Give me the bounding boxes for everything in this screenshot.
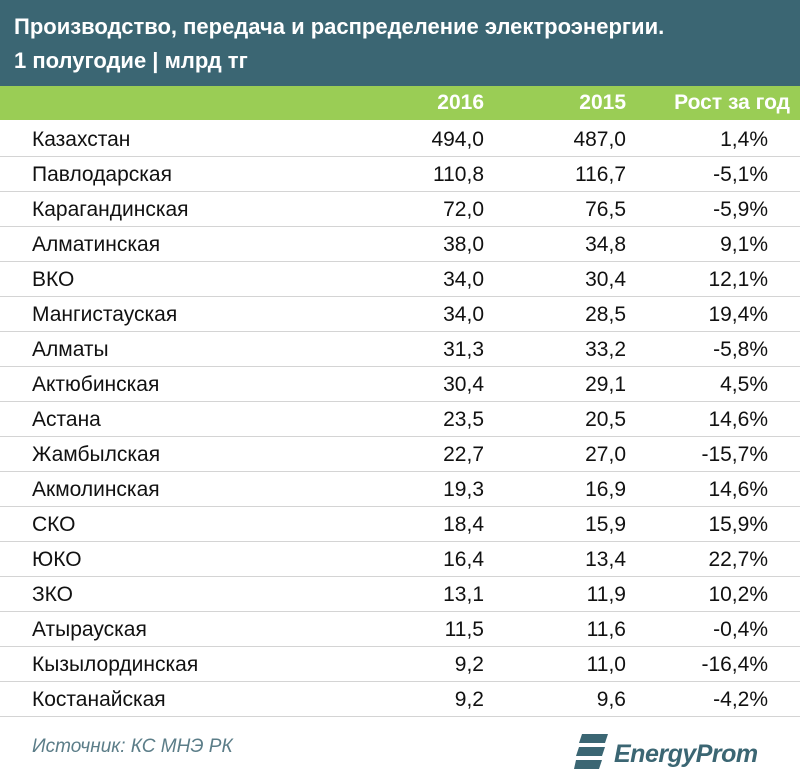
table-row: СКО 18,4 15,9 15,9% bbox=[0, 507, 800, 542]
value-2016: 23,5 bbox=[443, 408, 484, 431]
value-2016: 19,3 bbox=[443, 478, 484, 501]
region-name: Павлодарская bbox=[32, 163, 172, 186]
table-row: ВКО 34,0 30,4 12,1% bbox=[0, 262, 800, 297]
source-note: Источник: КС МНЭ РК bbox=[32, 736, 233, 757]
value-2016: 72,0 bbox=[443, 198, 484, 221]
region-name: Казахстан bbox=[32, 128, 131, 151]
region-name: Жамбылская bbox=[32, 443, 161, 466]
region-name: СКО bbox=[32, 513, 76, 536]
region-name: ВКО bbox=[32, 268, 75, 291]
value-2015: 11,0 bbox=[586, 653, 626, 676]
table-row: Жамбылская 22,7 27,0 -15,7% bbox=[0, 437, 800, 472]
value-2016: 18,4 bbox=[443, 513, 484, 536]
footer: Источник: КС МНЭ РК EnergyProm bbox=[0, 722, 800, 780]
region-name: Атырауская bbox=[32, 618, 147, 641]
column-header-2015: 2015 bbox=[579, 91, 626, 114]
growth-value: 14,6% bbox=[708, 408, 768, 431]
value-2016: 9,2 bbox=[454, 688, 484, 711]
region-name: Кызылординская bbox=[32, 653, 199, 676]
region-name: Акмолинская bbox=[32, 478, 160, 501]
value-2016: 31,3 bbox=[443, 338, 484, 361]
region-name: Костанайская bbox=[32, 688, 166, 711]
value-2016: 30,4 bbox=[443, 373, 484, 396]
value-2015: 20,5 bbox=[585, 408, 626, 431]
column-header-2016: 2016 bbox=[437, 91, 484, 114]
value-2015: 33,2 bbox=[585, 338, 626, 361]
growth-value: -5,1% bbox=[713, 163, 768, 186]
table-row: Костанайская 9,2 9,6 -4,2% bbox=[0, 682, 800, 717]
value-2015: 9,6 bbox=[596, 688, 626, 711]
region-name: Алматы bbox=[32, 338, 109, 361]
growth-value: -0,4% bbox=[713, 618, 768, 641]
growth-value: 9,1% bbox=[720, 233, 768, 256]
table-row: Астана 23,5 20,5 14,6% bbox=[0, 402, 800, 437]
region-name: Мангистауская bbox=[32, 303, 178, 326]
logo-mark-icon bbox=[574, 734, 608, 769]
growth-value: 4,5% bbox=[720, 373, 768, 396]
value-2015: 27,0 bbox=[585, 443, 626, 466]
growth-value: 1,4% bbox=[720, 128, 768, 151]
value-2016: 34,0 bbox=[443, 303, 484, 326]
growth-value: 14,6% bbox=[708, 478, 768, 501]
value-2015: 29,1 bbox=[585, 373, 626, 396]
value-2016: 13,1 bbox=[443, 583, 484, 606]
growth-value: 10,2% bbox=[708, 583, 768, 606]
growth-value: -4,2% bbox=[713, 688, 768, 711]
region-name: ЗКО bbox=[32, 583, 74, 606]
value-2016: 494,0 bbox=[431, 128, 484, 151]
chart-subtitle: 1 полугодие | млрд тг bbox=[14, 48, 248, 73]
growth-value: -15,7% bbox=[701, 443, 768, 466]
table-row: ЮКО 16,4 13,4 22,7% bbox=[0, 542, 800, 577]
table-row: Казахстан 494,0 487,0 1,4% bbox=[0, 122, 800, 157]
table-row: Алматы 31,3 33,2 -5,8% bbox=[0, 332, 800, 367]
value-2016: 22,7 bbox=[443, 443, 484, 466]
growth-value: -16,4% bbox=[701, 653, 768, 676]
table-row: Павлодарская 110,8 116,7 -5,1% bbox=[0, 157, 800, 192]
table-row: Акмолинская 19,3 16,9 14,6% bbox=[0, 472, 800, 507]
value-2015: 30,4 bbox=[585, 268, 626, 291]
value-2016: 11,5 bbox=[444, 618, 484, 641]
value-2016: 16,4 bbox=[443, 548, 484, 571]
growth-value: 15,9% bbox=[708, 513, 768, 536]
growth-value: -5,8% bbox=[713, 338, 768, 361]
region-name: Астана bbox=[32, 408, 101, 431]
logo-text: EnergyProm bbox=[614, 740, 758, 768]
growth-value: 19,4% bbox=[708, 303, 768, 326]
table-row: Мангистауская 34,0 28,5 19,4% bbox=[0, 297, 800, 332]
value-2015: 15,9 bbox=[585, 513, 626, 536]
region-name: Актюбинская bbox=[32, 373, 160, 396]
value-2015: 76,5 bbox=[585, 198, 626, 221]
table-body: Казахстан 494,0 487,0 1,4% Павлодарская 110,8… bbox=[0, 122, 800, 717]
table-row: Атырауская 11,5 11,6 -0,4% bbox=[0, 612, 800, 647]
value-2015: 11,9 bbox=[586, 583, 626, 606]
value-2015: 16,9 bbox=[585, 478, 626, 501]
value-2015: 116,7 bbox=[575, 163, 626, 186]
chart-title: Производство, передача и распределение э… bbox=[14, 14, 665, 39]
column-header-row: 2016 2015 Рост за год bbox=[0, 86, 800, 120]
growth-value: -5,9% bbox=[713, 198, 768, 221]
value-2015: 11,6 bbox=[586, 618, 626, 641]
energyprom-logo: EnergyProm bbox=[574, 730, 774, 776]
region-name: Карагандинская bbox=[32, 198, 189, 221]
value-2015: 13,4 bbox=[585, 548, 626, 571]
table-row: Алматинская 38,0 34,8 9,1% bbox=[0, 227, 800, 262]
chart-header: Производство, передача и распределение э… bbox=[0, 0, 800, 86]
value-2016: 9,2 bbox=[454, 653, 484, 676]
table-row: ЗКО 13,1 11,9 10,2% bbox=[0, 577, 800, 612]
value-2016: 34,0 bbox=[443, 268, 484, 291]
region-name: Алматинская bbox=[32, 233, 161, 256]
value-2016: 38,0 bbox=[443, 233, 484, 256]
value-2015: 487,0 bbox=[573, 128, 626, 151]
value-2016: 110,8 bbox=[433, 163, 484, 186]
value-2015: 28,5 bbox=[585, 303, 626, 326]
column-header-growth: Рост за год bbox=[674, 91, 790, 114]
value-2015: 34,8 bbox=[585, 233, 626, 256]
growth-value: 12,1% bbox=[708, 268, 768, 291]
region-name: ЮКО bbox=[32, 548, 82, 571]
table-row: Карагандинская 72,0 76,5 -5,9% bbox=[0, 192, 800, 227]
table-row: Актюбинская 30,4 29,1 4,5% bbox=[0, 367, 800, 402]
growth-value: 22,7% bbox=[708, 548, 768, 571]
table-row: Кызылординская 9,2 11,0 -16,4% bbox=[0, 647, 800, 682]
